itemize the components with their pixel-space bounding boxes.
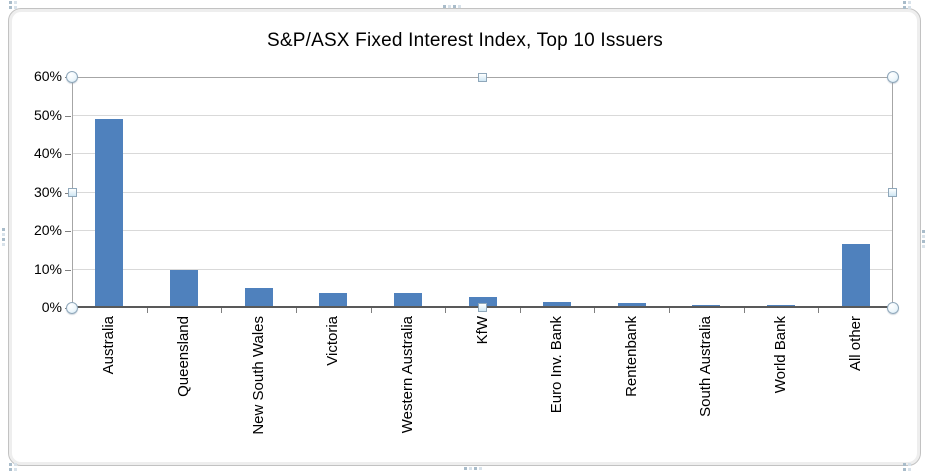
- y-axis-tick: [65, 154, 71, 155]
- plot-selection-handle-middle-right[interactable]: [888, 188, 897, 197]
- chart-selection-handle-bottom-right[interactable]: [903, 463, 911, 471]
- x-axis-tick: [743, 308, 745, 313]
- y-axis-tick: [65, 115, 71, 117]
- major-gridline: [72, 153, 893, 154]
- plot-selection-handle-bottom-left[interactable]: [66, 302, 78, 314]
- y-axis-label: 20%: [33, 222, 62, 238]
- x-axis-tick: [669, 308, 671, 313]
- chart-selection-handle-top-center[interactable]: [443, 5, 461, 8]
- y-axis-label: 50%: [33, 106, 62, 123]
- plot-selection-handle-top-center[interactable]: [478, 73, 487, 82]
- y-axis-label: 40%: [33, 145, 62, 161]
- x-axis-tick: [519, 308, 521, 313]
- chart-selection-handle-middle-right[interactable]: [922, 230, 925, 248]
- bar-victoria[interactable]: [319, 293, 348, 308]
- x-axis-tick: [295, 308, 297, 313]
- y-axis-tick: [65, 231, 71, 232]
- x-axis-label-rentenbank[interactable]: Rentenbank: [622, 316, 640, 397]
- chart-selection-handle-top-right[interactable]: [903, 1, 911, 9]
- bar-rentenbank[interactable]: [617, 303, 646, 308]
- plot-selection-handle-top-right[interactable]: [887, 71, 899, 83]
- major-gridline: [72, 191, 893, 193]
- x-axis-tick: [146, 308, 148, 313]
- bar-euro-inv-bank[interactable]: [543, 301, 572, 308]
- y-axis-label: 30%: [33, 183, 62, 200]
- x-axis-label-australia[interactable]: Australia: [100, 316, 118, 375]
- y-axis-label: 0%: [41, 299, 62, 315]
- x-axis-label-kfw[interactable]: KfW: [473, 316, 491, 345]
- chart-selection-handle-top-left[interactable]: [9, 1, 17, 9]
- chart-selection-handle-bottom-left[interactable]: [9, 463, 17, 471]
- x-axis-tick: [594, 308, 596, 313]
- major-gridline: [72, 230, 893, 231]
- major-gridline: [72, 114, 893, 116]
- bar-all-other[interactable]: [841, 244, 870, 308]
- bar-new-south-wales[interactable]: [244, 288, 273, 308]
- x-axis-label-euro-inv-bank[interactable]: Euro Inv. Bank: [548, 316, 566, 414]
- x-axis-tick: [221, 308, 223, 313]
- y-axis-label: 60%: [33, 68, 62, 84]
- y-axis-tick: [65, 269, 71, 271]
- plot-selection-handle-middle-left[interactable]: [68, 188, 77, 197]
- x-axis-tick: [445, 308, 447, 313]
- major-gridline: [72, 268, 893, 270]
- x-axis-label-all-other[interactable]: All other: [846, 316, 864, 372]
- x-axis-label-western-australia[interactable]: Western Australia: [398, 316, 416, 434]
- plot-selection-handle-top-left[interactable]: [66, 71, 78, 83]
- x-axis-label-queensland[interactable]: Queensland: [174, 316, 192, 397]
- bar-western-australia[interactable]: [393, 293, 422, 308]
- chart-selection-handle-bottom-center[interactable]: [464, 467, 482, 470]
- x-axis-label-south-australia[interactable]: South Australia: [697, 316, 715, 417]
- x-axis-tick: [370, 308, 372, 313]
- bar-kfw[interactable]: [468, 297, 497, 308]
- chart-selection-handle-middle-left[interactable]: [2, 228, 5, 246]
- bar-queensland[interactable]: [169, 269, 198, 308]
- x-axis-tick: [818, 308, 820, 313]
- plot-area[interactable]: [66, 71, 899, 314]
- plot-selection-handle-bottom-center[interactable]: [478, 303, 487, 312]
- bar-australia[interactable]: [95, 119, 124, 308]
- chart-area[interactable]: [8, 8, 921, 466]
- y-axis-label: 10%: [33, 260, 62, 277]
- chart-title[interactable]: S&P/ASX Fixed Interest Index, Top 10 Iss…: [266, 30, 664, 51]
- x-axis-label-new-south-wales[interactable]: New South Wales: [249, 316, 267, 435]
- plot-selection-handle-bottom-right[interactable]: [887, 302, 899, 314]
- x-axis-label-victoria[interactable]: Victoria: [324, 316, 342, 366]
- x-axis-label-world-bank[interactable]: World Bank: [772, 316, 790, 394]
